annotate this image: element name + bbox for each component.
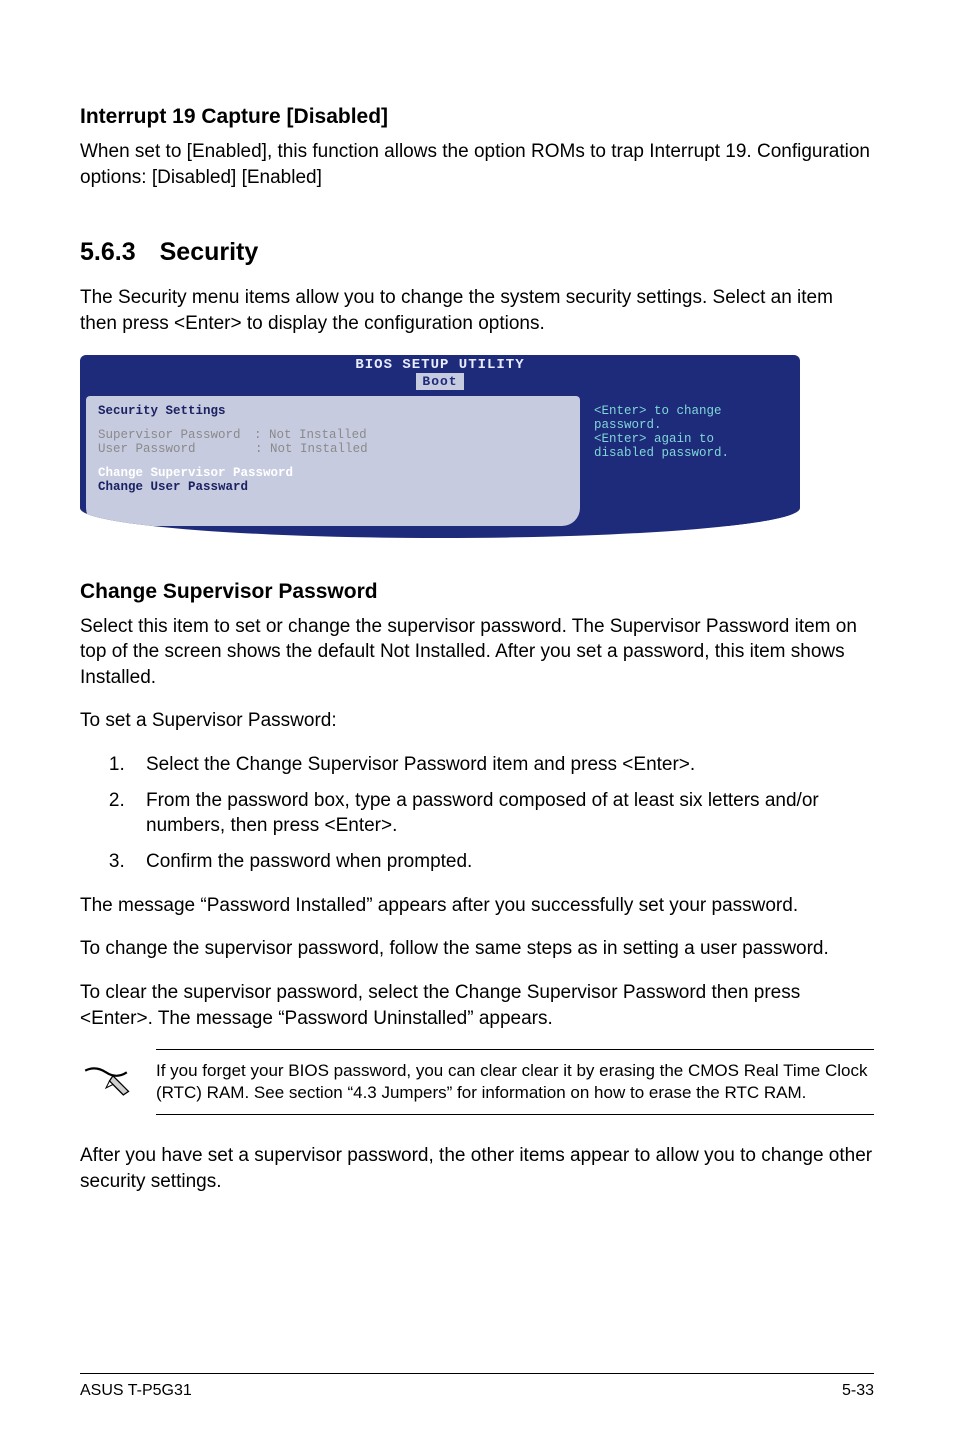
footer-left: ASUS T-P5G31 — [80, 1382, 192, 1400]
bios-user-val: : Not Installed — [255, 442, 368, 456]
note-block: If you forget your BIOS password, you ca… — [80, 1049, 874, 1115]
text-csp-p2: To set a Supervisor Password: — [80, 708, 874, 734]
footer-right: 5-33 — [842, 1382, 874, 1400]
bios-row-user: User Password : Not Installed — [98, 442, 568, 456]
bios-sup-label: Supervisor Password — [98, 428, 241, 442]
text-interrupt19-body: When set to [Enabled], this function all… — [80, 139, 874, 190]
bios-row-supervisor: Supervisor Password : Not Installed — [98, 428, 568, 442]
text-csp-p3: The message “Password Installed” appears… — [80, 893, 874, 919]
bios-screenshot: BIOS SETUP UTILITY Boot Security Setting… — [80, 355, 800, 538]
text-csp-p1: Select this item to set or change the su… — [80, 614, 874, 691]
text-csp-p5: To clear the supervisor password, select… — [80, 980, 874, 1031]
bios-help-line4: disabled password. — [594, 446, 784, 460]
note-text: If you forget your BIOS password, you ca… — [156, 1060, 874, 1104]
bios-body: Security Settings Supervisor Password : … — [80, 390, 800, 538]
bios-tab-boot: Boot — [416, 373, 463, 390]
text-csp-p4: To change the supervisor password, follo… — [80, 936, 874, 962]
bios-titlebar: BIOS SETUP UTILITY Boot — [80, 355, 800, 390]
text-csp-p6: After you have set a supervisor password… — [80, 1143, 874, 1194]
bios-title-text: BIOS SETUP UTILITY — [355, 357, 524, 373]
heading-change-supervisor: Change Supervisor Password — [80, 580, 874, 604]
bios-user-label: User Password — [98, 442, 196, 456]
subsection-heading: 5.6.3 Security — [80, 238, 874, 267]
bios-change-supervisor: Change Supervisor Password — [98, 466, 568, 480]
note-text-wrap: If you forget your BIOS password, you ca… — [156, 1049, 874, 1115]
subsection-number: 5.6.3 — [80, 238, 136, 267]
bios-help-line3: <Enter> again to — [594, 432, 784, 446]
bios-help-line2: password. — [594, 418, 784, 432]
page-footer: ASUS T-P5G31 5-33 — [80, 1373, 874, 1400]
bios-right-panel: <Enter> to change password. <Enter> agai… — [584, 396, 794, 526]
step-1: Select the Change Supervisor Password it… — [130, 752, 874, 778]
text-security-intro: The Security menu items allow you to cha… — [80, 285, 874, 336]
pencil-icon — [80, 1063, 132, 1104]
steps-list: Select the Change Supervisor Password it… — [130, 752, 874, 875]
bios-security-settings: Security Settings — [98, 404, 568, 418]
bios-left-panel: Security Settings Supervisor Password : … — [86, 396, 580, 526]
heading-interrupt19: Interrupt 19 Capture [Disabled] — [80, 105, 874, 129]
bios-sup-val: : Not Installed — [254, 428, 367, 442]
bios-change-user: Change User Passward — [98, 480, 568, 494]
step-3: Confirm the password when prompted. — [130, 849, 874, 875]
subsection-title: Security — [160, 238, 259, 267]
bios-help-line1: <Enter> to change — [594, 404, 784, 418]
step-2: From the password box, type a password c… — [130, 788, 874, 839]
